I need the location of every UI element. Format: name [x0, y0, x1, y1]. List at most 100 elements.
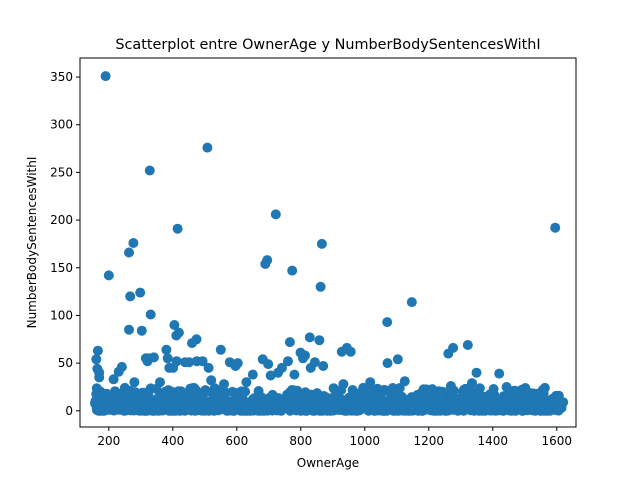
- data-point-cluster: [539, 382, 550, 393]
- y-tick-label: 50: [58, 356, 73, 370]
- data-point: [263, 359, 274, 370]
- data-point: [501, 382, 512, 392]
- x-axis-ticks: 200 400 600 800 1000 1200 1400 1600: [97, 427, 572, 448]
- data-point: [116, 361, 127, 372]
- data-point: [345, 346, 356, 357]
- data-point: [539, 394, 549, 405]
- data-point: [417, 386, 428, 397]
- data-point: [197, 356, 208, 367]
- data-point: [206, 375, 217, 386]
- data-point: [338, 379, 349, 390]
- plot-area-frame: [79, 57, 577, 428]
- x-axis-label: OwnerAge: [297, 456, 359, 470]
- data-point: [494, 368, 505, 379]
- data-point: [135, 287, 146, 298]
- data-point: [144, 165, 155, 176]
- data-point: [148, 352, 159, 363]
- data-point: [316, 238, 327, 249]
- y-tick-label: 0: [65, 404, 73, 418]
- data-point: [155, 377, 165, 388]
- data-point: [309, 357, 320, 368]
- x-tick-label: 1400: [478, 434, 509, 448]
- data-point: [459, 384, 469, 395]
- data-point: [94, 372, 105, 383]
- data-point: [145, 309, 156, 320]
- data-point: [484, 389, 495, 400]
- data-point: [184, 357, 195, 368]
- data-point: [171, 356, 182, 367]
- data-point: [260, 259, 271, 269]
- x-tick-label: 800: [289, 434, 312, 448]
- data-point: [219, 379, 229, 390]
- y-tick-label: 250: [50, 165, 73, 179]
- y-axis-ticks: 0 50 100 150 200 250 300 350: [50, 70, 80, 418]
- y-tick-label: 100: [50, 308, 73, 322]
- data-point: [100, 71, 111, 82]
- data-point: [315, 281, 326, 292]
- data-point: [276, 362, 287, 373]
- data-point: [471, 367, 482, 378]
- data-point: [283, 356, 293, 367]
- data-point: [125, 291, 136, 302]
- data-point: [247, 369, 258, 380]
- data-point: [300, 350, 310, 361]
- data-point: [382, 317, 393, 328]
- data-point: [161, 344, 172, 355]
- data-point: [467, 378, 477, 389]
- data-point: [103, 270, 114, 281]
- data-point: [162, 353, 173, 364]
- data-point: [509, 385, 520, 396]
- y-tick-label: 300: [50, 118, 73, 132]
- data-point-cluster: [240, 386, 251, 397]
- data-point: [289, 369, 300, 380]
- x-tick-label: 200: [97, 434, 120, 448]
- y-tick-label: 150: [50, 261, 73, 275]
- data-point: [445, 381, 456, 391]
- data-point: [215, 344, 226, 355]
- data-point: [203, 362, 214, 373]
- data-point: [119, 382, 130, 393]
- data-point: [382, 358, 393, 369]
- data-point: [314, 335, 325, 346]
- data-point: [304, 332, 315, 343]
- y-tick-label: 350: [50, 70, 73, 84]
- data-point-cluster: [474, 383, 485, 394]
- data-point: [365, 377, 376, 388]
- x-tick-label: 600: [225, 434, 248, 448]
- data-point: [241, 377, 252, 388]
- data-point: [270, 209, 281, 220]
- x-tick-label: 1200: [414, 434, 445, 448]
- x-tick-label: 400: [161, 434, 184, 448]
- data-point: [358, 382, 369, 393]
- data-point: [529, 388, 540, 399]
- data-point: [172, 223, 183, 234]
- data-point: [187, 338, 197, 349]
- data-point: [136, 325, 147, 336]
- data-point: [558, 397, 569, 408]
- data-point: [230, 361, 241, 371]
- data-point: [171, 330, 182, 341]
- data-point: [202, 142, 213, 153]
- x-tick-label: 1600: [542, 434, 573, 448]
- points-layer: [91, 71, 569, 408]
- data-point: [318, 361, 329, 371]
- data-point: [92, 345, 103, 356]
- data-point: [128, 238, 139, 248]
- data-point: [550, 222, 561, 233]
- data-point: [287, 265, 298, 276]
- y-tick-label: 200: [50, 213, 73, 227]
- data-point: [108, 374, 119, 385]
- data-point: [169, 320, 180, 330]
- data-point: [399, 376, 410, 387]
- data-point: [129, 377, 140, 388]
- chart-title: Scatterplot entre OwnerAge y NumberBodyS…: [115, 37, 540, 53]
- data-point: [284, 337, 295, 348]
- data-point: [448, 342, 459, 353]
- data-point: [124, 324, 134, 335]
- x-tick-label: 1000: [350, 434, 381, 448]
- y-axis-label: NumberBodySentencesWithI: [25, 157, 39, 329]
- data-point: [519, 384, 530, 395]
- data-point: [91, 354, 102, 365]
- data-point: [124, 247, 134, 258]
- data-point: [392, 354, 403, 365]
